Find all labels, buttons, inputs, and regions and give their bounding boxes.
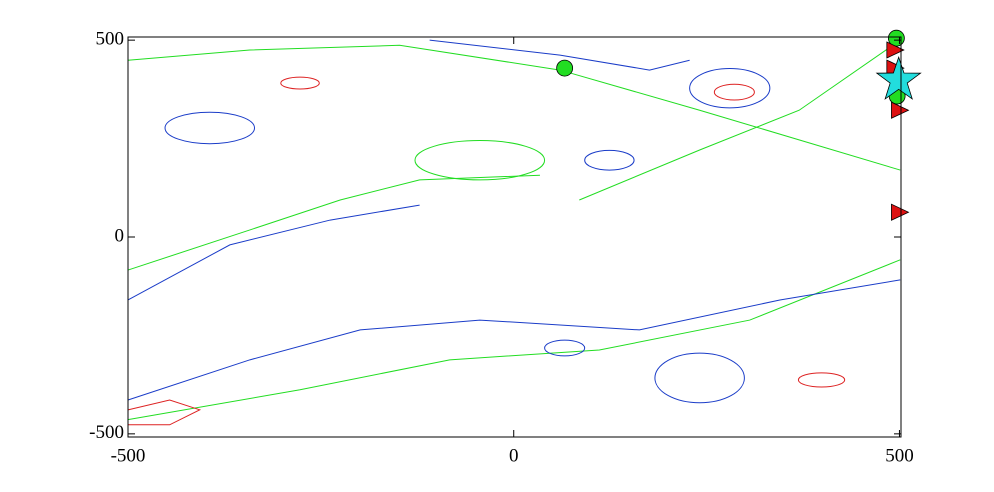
marker-triangle [891, 101, 910, 119]
contour-line [579, 39, 901, 201]
contour-loop [164, 111, 256, 145]
y-tick-label: -500 [89, 422, 124, 443]
contour-loop [544, 339, 586, 357]
contour-line [127, 259, 901, 421]
marker-circle [556, 59, 574, 77]
y-tick-label: 500 [96, 29, 125, 50]
contour-loop [414, 140, 546, 181]
y-tick-label: 0 [115, 225, 125, 246]
plot-area [128, 37, 901, 437]
x-tick-label: 0 [509, 445, 519, 466]
x-tick-label: 500 [885, 445, 914, 466]
contour-loop [689, 67, 771, 109]
contour-loop [797, 372, 846, 388]
marker-triangle [886, 41, 905, 59]
contour-loop [584, 149, 635, 171]
contour-loop [280, 76, 320, 90]
x-tick-label: -500 [111, 445, 146, 466]
contour-loop [713, 83, 755, 101]
marker-star [875, 56, 922, 100]
contour-line [127, 279, 901, 401]
marker-triangle [891, 203, 910, 221]
contour-line [429, 39, 690, 71]
contour-line [127, 399, 202, 426]
contour-line [127, 44, 901, 171]
contour-line [127, 174, 540, 271]
contour-loop [654, 352, 745, 404]
contour-line [127, 204, 420, 301]
